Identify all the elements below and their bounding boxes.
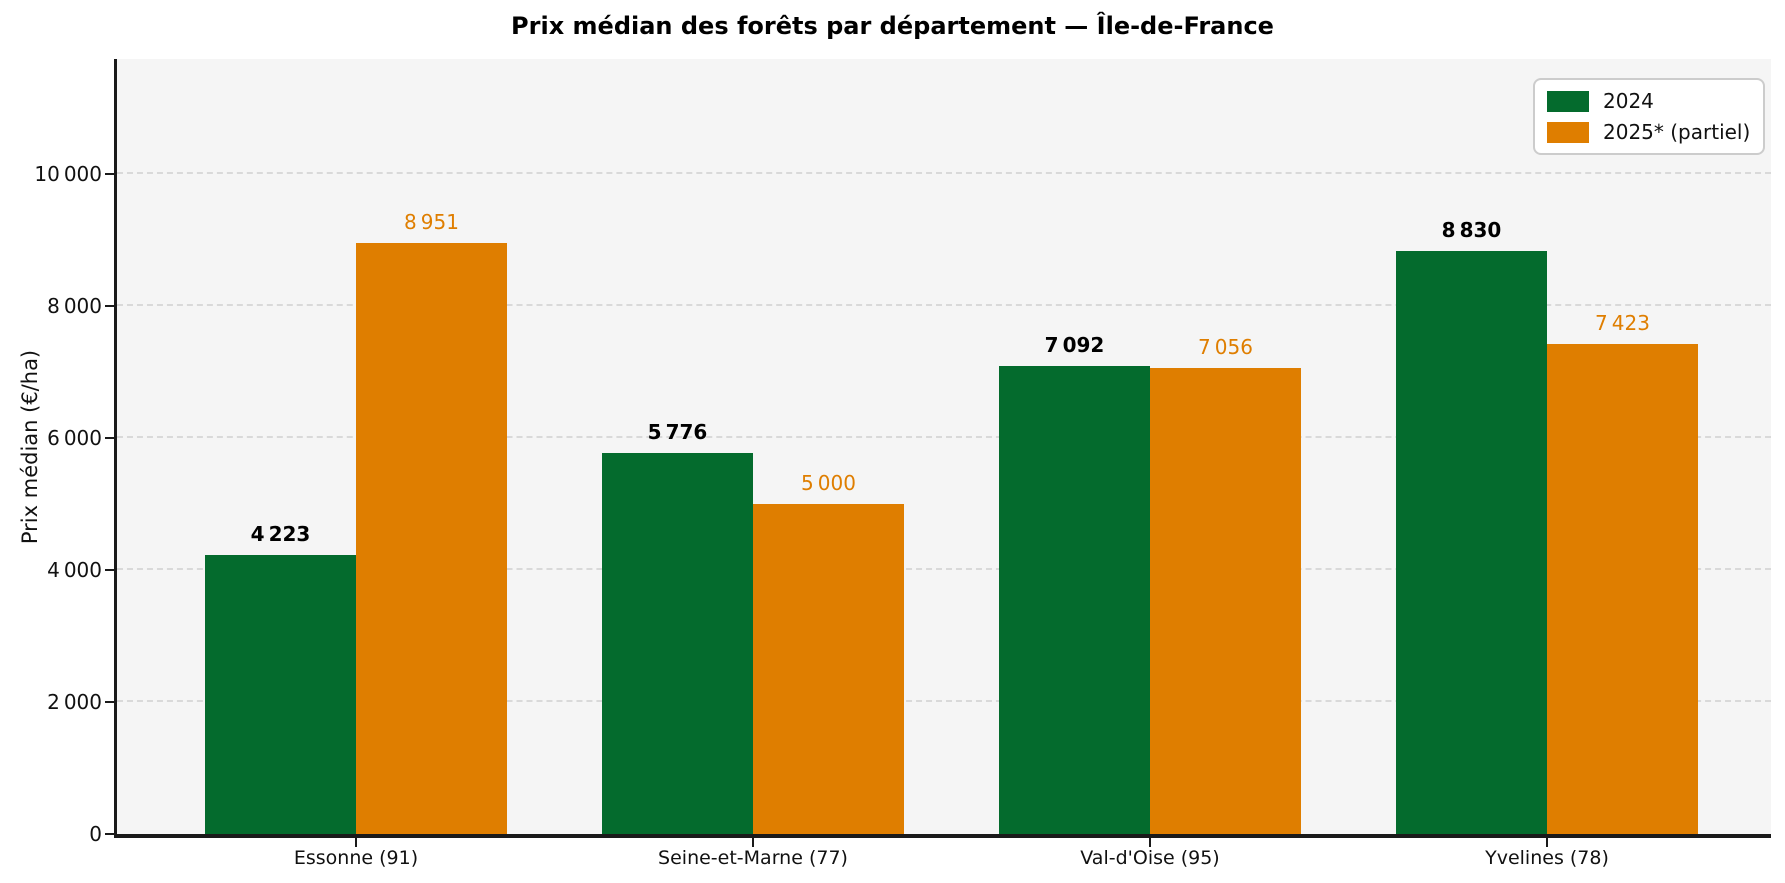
bar-value-label: 4 223 <box>250 522 311 546</box>
gridline-8000 <box>117 303 1771 306</box>
x-tick-label: Essonne (91) <box>293 847 419 869</box>
bar-2025-partiel--2 <box>753 504 904 834</box>
bar-value-label: 8 951 <box>404 210 459 234</box>
legend: 2024 2025* (partiel) <box>1533 78 1765 155</box>
bar-2024-4 <box>1396 251 1547 834</box>
y-tick-mark <box>105 833 114 835</box>
y-tick-label: 0 <box>89 822 102 846</box>
y-tick-label: 6 000 <box>47 425 102 450</box>
legend-label-2025: 2025* (partiel) <box>1603 120 1751 144</box>
x-tick-label: Val-d'Oise (95) <box>1080 847 1220 869</box>
x-tick-mark <box>1546 838 1548 847</box>
plot-area: 4 223 8 951 5 776 5 000 7 092 7 056 8 830 7 423 <box>117 59 1771 834</box>
bar-2024-3 <box>999 366 1150 834</box>
bar-2024-2 <box>602 453 753 834</box>
x-tick-label: Seine-et-Marne (77) <box>658 847 848 869</box>
x-tick-mark <box>355 838 357 847</box>
y-tick-mark <box>105 304 114 307</box>
bar-value-label: 5 776 <box>647 420 708 444</box>
legend-swatch-2025-icon <box>1547 121 1589 143</box>
y-tick-label: 8 000 <box>47 293 102 318</box>
x-tick-label: Yvelines (78) <box>1485 847 1609 869</box>
gridline-2000 <box>117 699 1771 702</box>
bar-value-label: 7 056 <box>1198 335 1253 359</box>
y-tick-mark <box>105 568 114 571</box>
bar-value-label: 5 000 <box>801 471 856 495</box>
bar-2025-partiel--4 <box>1547 344 1698 834</box>
bar-value-label: 8 830 <box>1441 218 1502 242</box>
gridline-4000 <box>117 567 1771 570</box>
y-tick-mark <box>105 172 114 175</box>
gridline-6000 <box>117 435 1771 438</box>
legend-item-2024: 2024 <box>1547 89 1751 113</box>
bar-2025-partiel--3 <box>1150 368 1301 834</box>
x-axis-spine <box>114 834 1771 838</box>
chart-title: Prix médian des forêts par département —… <box>511 12 1274 40</box>
legend-label-2024: 2024 <box>1603 89 1654 113</box>
y-tick-label: 10 000 <box>34 161 102 186</box>
y-tick-label: 4 000 <box>47 557 102 582</box>
legend-swatch-2024-icon <box>1547 90 1589 112</box>
bar-value-label: 7 423 <box>1595 311 1650 335</box>
bar-value-label: 7 092 <box>1044 333 1105 357</box>
gridline-10000 <box>117 171 1771 174</box>
y-axis-title: Prix médian (€/ha) <box>18 349 42 545</box>
y-axis-spine <box>114 59 117 838</box>
y-tick-mark <box>105 700 114 703</box>
legend-item-2025: 2025* (partiel) <box>1547 120 1751 144</box>
bar-2024-1 <box>205 555 356 834</box>
y-tick-mark <box>105 436 114 439</box>
bar-2025-partiel--1 <box>356 243 507 834</box>
y-tick-label: 2 000 <box>47 689 102 714</box>
x-tick-mark <box>752 838 754 847</box>
x-tick-mark <box>1149 838 1151 847</box>
